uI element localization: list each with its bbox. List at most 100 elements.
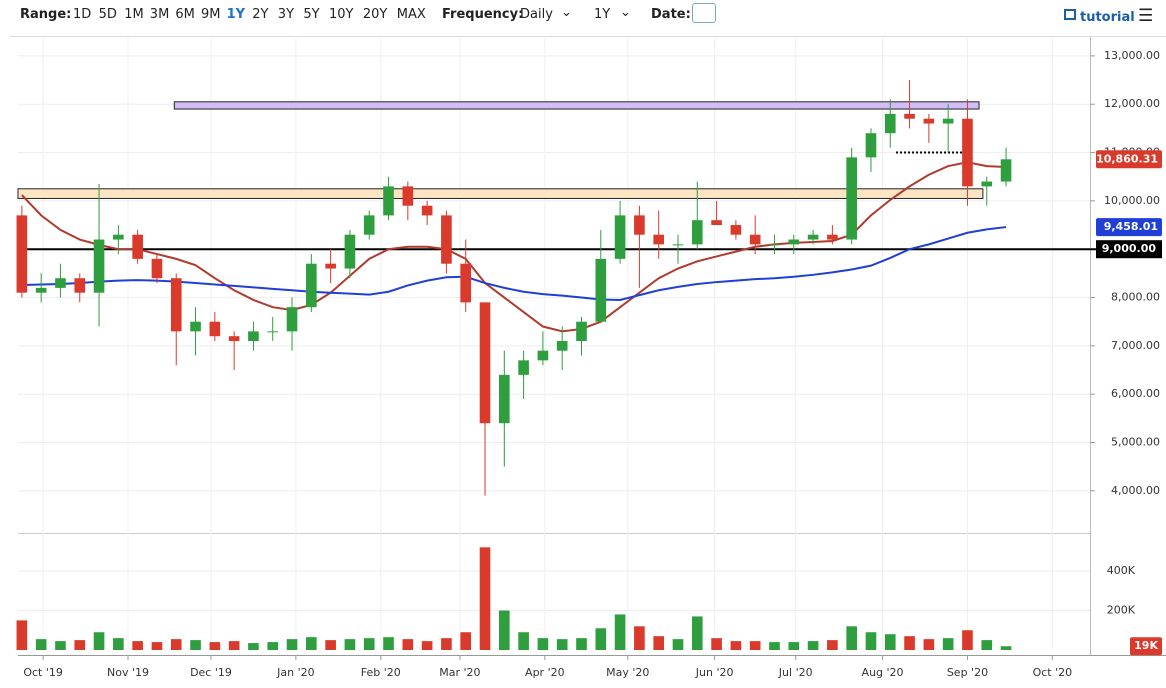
candle (672, 234, 684, 264)
candle (325, 249, 336, 284)
volume-bar (576, 638, 587, 650)
candle (113, 225, 124, 255)
candle-body (962, 118, 973, 187)
volume-bar (537, 638, 549, 650)
volume-bar (248, 643, 259, 650)
range-button[interactable]: 3Y (277, 7, 295, 22)
candle-body (634, 215, 645, 235)
x-tick-label: Mar '20 (439, 666, 480, 679)
candle (711, 200, 722, 226)
candle-body (421, 205, 433, 216)
candle-body (884, 113, 896, 134)
candle-body (1000, 159, 1012, 182)
candle (479, 302, 491, 496)
candle-body (74, 278, 86, 293)
range-button[interactable]: 1Y (226, 7, 246, 22)
volume-bar (286, 639, 298, 650)
range-button[interactable]: 9M (201, 7, 221, 22)
candle-body (653, 234, 664, 245)
menu-icon[interactable]: ☰ (1138, 6, 1154, 26)
volume-bar (383, 637, 394, 650)
candle (1000, 147, 1012, 187)
calendar-button[interactable] (692, 3, 716, 23)
candle (942, 104, 954, 153)
zone (173, 101, 980, 110)
candle-body (942, 118, 954, 124)
candle-body (35, 287, 47, 293)
volume-bar (981, 640, 993, 650)
volume-bar (190, 640, 201, 650)
range-button[interactable]: 6M (175, 7, 195, 22)
volume-bar (672, 639, 684, 650)
range-button[interactable]: 10Y (329, 7, 354, 22)
last-price-tag (1096, 150, 1162, 169)
candle (460, 239, 472, 313)
candle-body (228, 336, 240, 342)
candle-body (209, 321, 221, 337)
tutorial-link[interactable]: tutorial (1080, 10, 1135, 25)
candle-body (595, 258, 607, 322)
candle-body (93, 239, 105, 293)
candle-body (383, 186, 394, 216)
range-button[interactable]: 5D (98, 7, 117, 22)
range-button[interactable]: 3M (149, 7, 170, 22)
candle (402, 181, 414, 221)
volume-bar (55, 641, 66, 650)
range-button[interactable]: MAX (396, 7, 426, 22)
frequency[interactable]: Daily (520, 7, 553, 22)
candle-body (479, 302, 491, 424)
candle (35, 273, 47, 303)
volume-bar (132, 641, 143, 650)
toolbar: Range: 1D 5D 1M 3M 6M 9M 1Y 2Y 3Y 5Y 10Y 20Y MAX Fre… (0, 0, 1166, 32)
range-button[interactable]: 1M (124, 7, 144, 22)
candle-body (556, 341, 568, 351)
x-tick-label: Oct '20 (1033, 666, 1073, 679)
x-tick-label: Feb '20 (361, 666, 401, 679)
candle (614, 200, 626, 264)
candle-body (518, 360, 529, 375)
volume-bar (923, 639, 935, 650)
candle (691, 181, 703, 250)
period[interactable]: 1Y (594, 7, 611, 22)
x-tick-label: Sep '20 (947, 666, 988, 679)
candle (865, 128, 877, 172)
candle (730, 220, 742, 240)
volume-bar (846, 626, 857, 650)
range-button[interactable]: 5Y (303, 7, 320, 22)
frequency-label: Frequency: (442, 7, 524, 22)
candle (209, 312, 221, 342)
candle-body (672, 244, 684, 246)
volume-bar (769, 642, 780, 650)
moving-average (21, 161, 1007, 333)
candle (383, 176, 394, 221)
candle (537, 331, 549, 366)
ma-tag-label: 9,458.01 (1104, 220, 1158, 233)
price-tag (1096, 240, 1162, 259)
x-tick-label: Jan '20 (276, 666, 314, 679)
candle (248, 321, 259, 351)
candle-body (286, 307, 298, 332)
vol-tick-label: 400K (1107, 564, 1136, 577)
volume-bar (479, 547, 491, 650)
y-tick-label: 12,000.00 (1104, 97, 1160, 110)
volume-bar (228, 641, 240, 650)
dropdown-arrow: ⌄ (620, 5, 631, 20)
range-button[interactable]: 20Y (362, 7, 388, 22)
x-tick-label: Jun '20 (695, 666, 734, 679)
candle (306, 254, 317, 313)
range-button[interactable]: 1D (73, 7, 92, 22)
range-button[interactable]: 2Y (252, 7, 269, 22)
candle-body (691, 220, 703, 245)
candle-body (132, 234, 143, 259)
volume-bar (16, 620, 28, 650)
volume-bar (344, 639, 356, 650)
candle (904, 80, 915, 129)
candle-body (614, 215, 626, 259)
last-price-tag-label: 10,860.31 (1096, 152, 1158, 165)
candle-body (846, 157, 857, 240)
volume-bar (402, 639, 414, 650)
price-tag-label: 9,000.00 (1102, 242, 1157, 255)
candle (981, 176, 993, 206)
